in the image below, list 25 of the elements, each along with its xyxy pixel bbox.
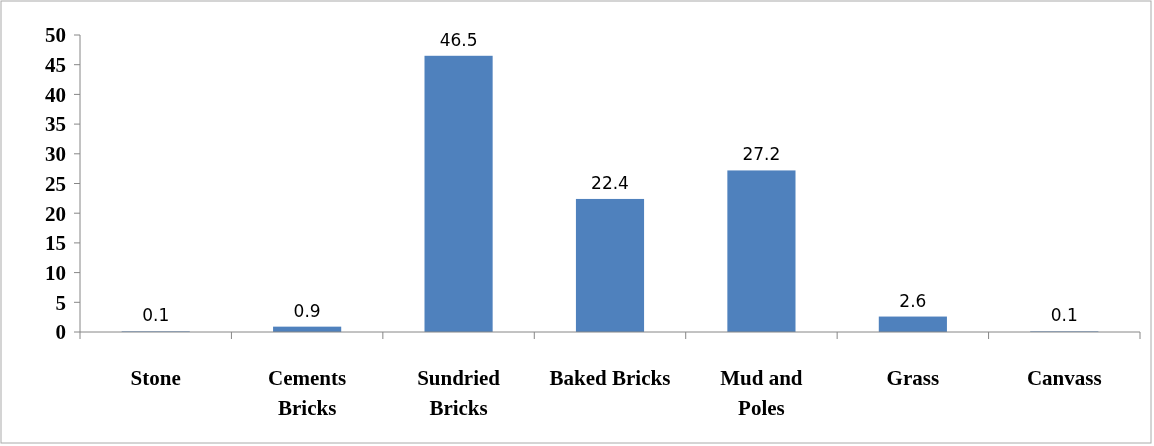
x-tick-label: Cements Bricks <box>268 366 347 420</box>
x-tick-label: Stone <box>130 366 181 390</box>
data-label: 0.1 <box>142 305 170 326</box>
y-tick-label: 5 <box>55 290 66 315</box>
x-tick-label: Mud and Poles <box>720 366 803 420</box>
x-tick-label: Sundried Bricks <box>417 366 501 420</box>
y-tick-label: 50 <box>45 23 66 48</box>
x-tick-label: Grass <box>886 366 940 390</box>
y-tick-label: 35 <box>45 112 66 137</box>
y-tick-label: 20 <box>45 201 66 226</box>
y-tick-label: 25 <box>45 171 66 196</box>
y-tick-label: 10 <box>45 260 66 285</box>
data-label: 2.6 <box>899 290 927 311</box>
y-tick-label: 40 <box>45 82 66 107</box>
x-tick-label: Baked Bricks <box>549 366 671 390</box>
data-label: 27.2 <box>742 144 781 165</box>
y-tick-label: 30 <box>45 142 66 167</box>
data-label: 0.9 <box>293 300 321 321</box>
y-tick-label: 15 <box>45 231 66 256</box>
y-tick-label: 45 <box>45 53 66 78</box>
data-label: 46.5 <box>439 29 478 50</box>
x-tick-label: Canvass <box>1026 366 1102 390</box>
y-tick-label: 0 <box>55 320 66 345</box>
data-label: 0.1 <box>1050 305 1078 326</box>
data-label: 22.4 <box>591 172 629 193</box>
